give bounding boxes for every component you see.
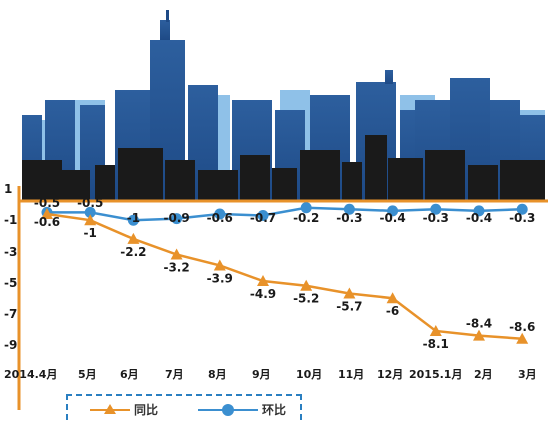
yoy-point (516, 332, 529, 344)
skyline-silhouette (22, 160, 62, 200)
mom-line (47, 206, 523, 222)
mom-data-label: -0.3 (336, 211, 362, 225)
skyline-silhouette (198, 170, 238, 200)
skyline-silhouette (425, 150, 465, 200)
mom-point (171, 213, 183, 225)
yoy-point (386, 292, 399, 304)
mom-point (387, 205, 399, 217)
x-tick-label: 11月 (338, 368, 364, 381)
yoy-point (343, 287, 356, 299)
yoy-line (46, 212, 523, 341)
x-tick-label: 3月 (518, 368, 537, 381)
x-tick-label: 2月 (474, 368, 493, 381)
skyline-silhouette (240, 155, 270, 200)
y-tick-label: -5 (4, 276, 17, 290)
yoy-point (127, 232, 140, 244)
skyline-building (385, 70, 393, 84)
yoy-data-label: -0.6 (34, 215, 60, 229)
yoy-data-label: -5.2 (293, 292, 319, 306)
yoy-point (41, 207, 53, 219)
mom-point (84, 206, 96, 218)
skyline-silhouette (342, 162, 362, 200)
skyline-silhouette (300, 150, 340, 200)
yoy-data-label: -3.2 (163, 261, 189, 275)
skyline-silhouette (272, 168, 297, 200)
skyline-silhouette (118, 148, 163, 200)
skyline-silhouette (165, 160, 195, 200)
yoy-point (257, 275, 269, 287)
yoy-data-label: -6 (386, 304, 399, 318)
mom-point (343, 203, 355, 215)
mom-point (127, 214, 139, 226)
mom-point (300, 202, 312, 214)
yoy-data-label: -8.6 (509, 320, 535, 334)
yoy-point (429, 324, 442, 336)
x-tick-label: 2015.1月 (409, 368, 462, 381)
skyline-silhouette (95, 165, 115, 200)
mom-data-label: -1 (127, 211, 140, 225)
y-tick-label: -1 (4, 213, 17, 227)
mom-data-label: -0.3 (509, 211, 535, 225)
skyline-silhouette (388, 158, 423, 200)
x-tick-label: 10月 (296, 368, 322, 381)
mom-data-label: -0.6 (207, 211, 233, 225)
x-tick-label: 12月 (377, 368, 403, 381)
city-skyline-illustration (22, 10, 545, 200)
data-labels: -0.5 -0.5 -1 -0.9 -0.6 -0.7 -0.2 -0.3 -0.4 -0.3 -0… (34, 196, 535, 351)
yoy-data-label: -1 (84, 226, 97, 240)
x-tick-label: 5月 (78, 368, 97, 381)
x-tick-label: 6月 (120, 368, 139, 381)
yoy-point (213, 259, 226, 271)
x-tick-label: 2014.4月 (4, 368, 57, 381)
mom-point (473, 205, 485, 217)
mom-data-label: -0.5 (34, 196, 60, 210)
x-tick-label: 7月 (165, 368, 184, 381)
mom-data-label: -0.2 (293, 211, 319, 225)
skyline-spire (166, 10, 169, 22)
mom-data-label: -0.5 (77, 196, 103, 210)
x-tick-label: 9月 (252, 368, 271, 381)
mom-point (257, 210, 269, 222)
legend-yoy-marker (90, 404, 130, 414)
series-mom (41, 202, 528, 226)
y-tick-label: -7 (4, 307, 17, 321)
legend: 同比 环比 (66, 394, 302, 420)
series-yoy (41, 207, 529, 344)
yoy-data-label: -5.7 (336, 300, 362, 314)
mom-data-label: -0.3 (423, 211, 449, 225)
skyline-silhouette (500, 160, 545, 200)
mom-data-label: -0.9 (163, 211, 189, 225)
yoy-data-label: -4.9 (250, 287, 276, 301)
legend-item-mom: 环比 (198, 402, 298, 418)
legend-mom-marker (198, 404, 258, 416)
skyline-building (160, 20, 170, 40)
skyline-silhouette (468, 165, 498, 200)
mom-data-label: -0.4 (379, 211, 405, 225)
yoy-data-label: -2.2 (120, 245, 146, 259)
yoy-point (170, 248, 183, 260)
yoy-point (300, 279, 313, 291)
yoy-data-label: -8.1 (423, 337, 449, 351)
mom-data-label: -0.4 (466, 211, 492, 225)
mom-point (430, 203, 442, 215)
axes: 1 -1 -3 -5 -7 -9 2014.4月 5月 6月 7月 8月 9月 10月 11月 12月 201… (4, 182, 548, 410)
legend-mom-label: 环比 (262, 403, 287, 417)
yoy-point (84, 214, 97, 226)
y-tick-label: -9 (4, 338, 17, 352)
yoy-point (473, 329, 485, 341)
yoy-data-label: -8.4 (466, 317, 492, 331)
y-tick-label: -3 (4, 245, 17, 259)
mom-point (214, 208, 226, 220)
mom-data-label: -0.7 (250, 211, 276, 225)
skyline-silhouette (60, 170, 90, 200)
x-tick-label: 8月 (208, 368, 227, 381)
mom-point (516, 203, 528, 215)
legend-yoy-label: 同比 (134, 403, 159, 417)
skyline-silhouette (365, 135, 387, 200)
yoy-data-label: -3.9 (207, 271, 233, 285)
legend-item-yoy: 同比 (90, 402, 180, 418)
y-tick-label: 1 (4, 182, 12, 196)
